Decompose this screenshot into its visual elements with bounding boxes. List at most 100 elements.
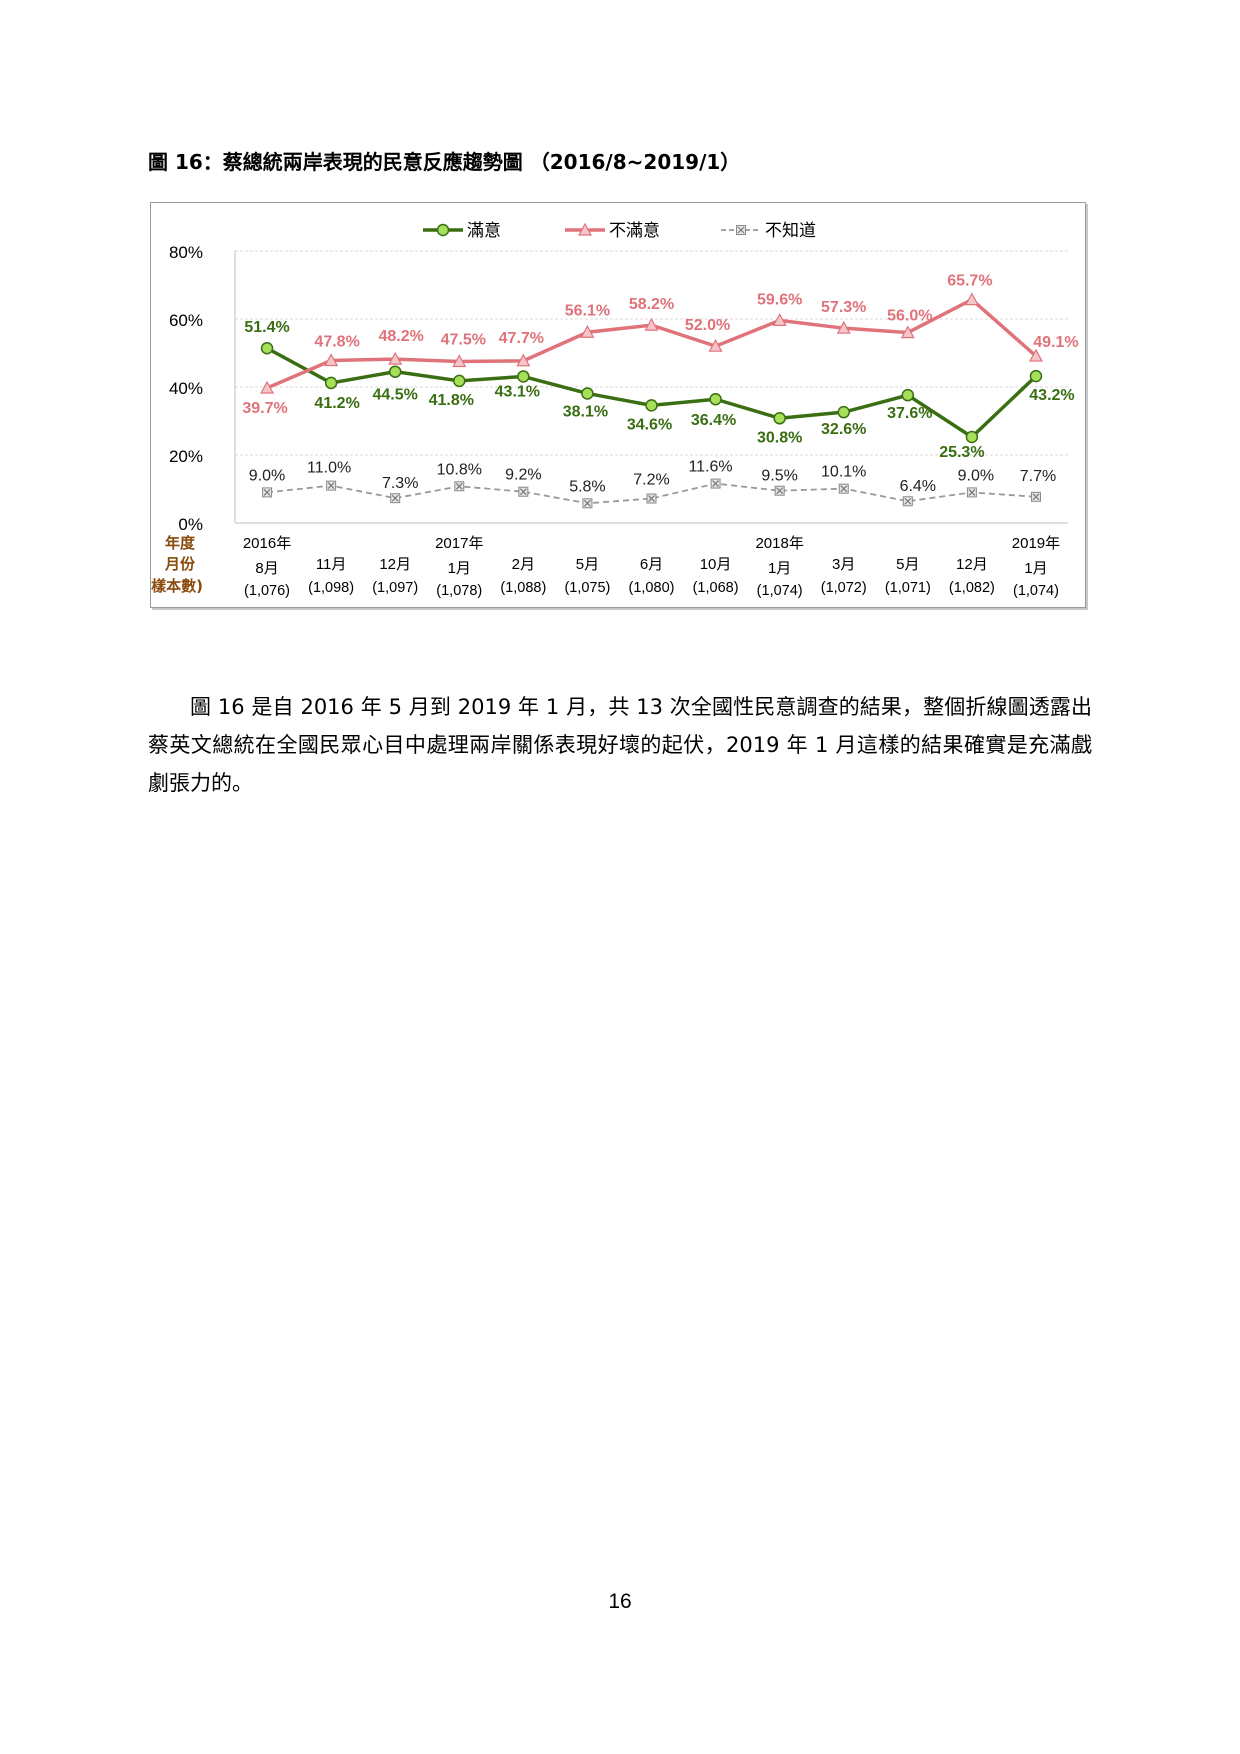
chart-series: 51.4% 41.2% 44.5% 41.8% 43.1% 38.1% 34.6% 36.4%…	[242, 273, 1079, 509]
data-point	[388, 365, 402, 378]
data-point	[517, 370, 530, 383]
body-text: 圖 16 是自 2016 年 5 月到 2019 年 1 月，共 13 次全國性…	[148, 688, 1092, 802]
y-tick-label: 20%	[169, 447, 203, 466]
x-tick-year: 2018年	[755, 535, 803, 552]
y-tick-label: 0%	[178, 515, 203, 534]
x-tick-sample: (1,078)	[436, 583, 482, 599]
data-point	[1028, 348, 1043, 362]
data-point	[708, 338, 723, 352]
data-point	[964, 292, 979, 306]
data-label: 43.1%	[495, 383, 540, 400]
x-tick-sample: (1,097)	[372, 580, 418, 596]
data-label: 7.3%	[382, 475, 418, 492]
x-tick-sample: (1,074)	[757, 583, 803, 599]
data-label: 9.2%	[505, 467, 541, 484]
y-tick-label: 60%	[169, 311, 203, 330]
data-point	[516, 353, 531, 367]
data-point	[453, 374, 466, 388]
data-point	[772, 313, 787, 326]
legend-item: 滿意	[423, 221, 501, 240]
data-label: 9.5%	[761, 468, 797, 485]
x-tick-year: 2016年	[243, 535, 291, 552]
chart-legend: 滿意 不滿意 不知道	[423, 221, 816, 240]
row-label: (樣本數)	[151, 577, 203, 595]
data-point	[582, 498, 593, 509]
x-tick-month: 12月	[379, 556, 411, 573]
data-label: 25.3%	[939, 444, 984, 461]
x-tick-month: 3月	[832, 556, 855, 573]
x-tick-sample: (1,071)	[885, 580, 931, 596]
data-label: 9.0%	[249, 467, 285, 484]
data-point	[518, 486, 529, 497]
x-tick-month: 10月	[700, 556, 732, 573]
data-label: 65.7%	[947, 273, 992, 290]
data-label: 38.1%	[563, 403, 608, 420]
data-label: 44.5%	[373, 387, 418, 404]
data-label: 39.7%	[242, 400, 287, 417]
data-point	[1030, 491, 1041, 502]
x-tick-sample: (1,072)	[821, 580, 867, 596]
data-point	[644, 317, 659, 331]
data-point	[773, 412, 786, 425]
data-point	[577, 222, 593, 236]
legend-label: 不知道	[765, 221, 816, 240]
data-label: 5.8%	[569, 478, 605, 495]
data-point	[454, 481, 465, 492]
x-tick-sample: (1,088)	[500, 580, 546, 596]
data-point	[965, 430, 979, 444]
data-label: 36.4%	[691, 412, 736, 429]
data-point	[966, 487, 977, 498]
x-tick-month: 8月	[255, 560, 278, 577]
body-paragraph: 圖 16 是自 2016 年 5 月到 2019 年 1 月，共 13 次全國性…	[148, 695, 1092, 795]
x-tick-month: 5月	[576, 556, 599, 573]
data-label: 41.8%	[429, 392, 474, 409]
row-label: 年度	[165, 534, 196, 552]
data-label: 34.6%	[627, 416, 672, 433]
data-point	[645, 399, 658, 412]
data-point	[900, 325, 915, 339]
x-tick-month: 1月	[448, 560, 471, 577]
data-label: 47.7%	[499, 330, 544, 347]
x-tick-year: 2019年	[1012, 535, 1060, 552]
data-label: 48.2%	[379, 328, 424, 345]
data-point	[324, 376, 338, 390]
legend-item: 不滿意	[565, 221, 660, 240]
x-tick-month: 12月	[956, 556, 988, 573]
data-label: 10.1%	[821, 464, 866, 481]
data-label: 57.3%	[821, 299, 866, 316]
line-chart: 0% 20% 40% 60% 80% 滿意 不滿意 不知道 51.4% 41.2% 44.5% 4…	[150, 202, 1086, 608]
series-1: 39.7% 47.8% 48.2% 47.5% 47.7% 56.1% 58.2% 52.0%…	[242, 273, 1078, 417]
y-tick-label: 40%	[169, 379, 203, 398]
x-tick-month: 1月	[768, 560, 791, 577]
data-label: 56.0%	[887, 308, 932, 325]
data-point	[646, 493, 657, 504]
legend-label: 滿意	[467, 221, 501, 240]
x-tick-sample: (1,075)	[564, 580, 610, 596]
data-point	[436, 223, 450, 237]
data-label: 47.5%	[441, 332, 486, 349]
data-point	[901, 388, 915, 402]
x-tick-sample: (1,080)	[629, 580, 675, 596]
series-0: 51.4% 41.2% 44.5% 41.8% 43.1% 38.1% 34.6% 36.4%…	[244, 319, 1074, 461]
data-point	[709, 392, 722, 406]
data-label: 32.6%	[821, 421, 866, 438]
data-label: 7.2%	[633, 472, 669, 489]
x-tick-sample: (1,082)	[949, 580, 995, 596]
y-axis: 0% 20% 40% 60% 80%	[169, 243, 1068, 534]
data-point	[836, 320, 851, 334]
page-number: 16	[608, 1590, 632, 1613]
data-point	[324, 353, 339, 367]
data-label: 9.0%	[958, 467, 994, 484]
data-label: 11.0%	[307, 460, 351, 477]
data-point	[774, 485, 785, 496]
row-label: 月份	[164, 555, 196, 573]
data-label: 51.4%	[244, 319, 289, 336]
data-label: 56.1%	[565, 302, 610, 319]
data-point	[388, 351, 403, 365]
data-label: 6.4%	[900, 478, 936, 495]
data-point	[260, 341, 274, 355]
data-label: 52.0%	[685, 317, 730, 334]
data-label: 37.6%	[887, 405, 932, 422]
data-point	[736, 225, 746, 235]
